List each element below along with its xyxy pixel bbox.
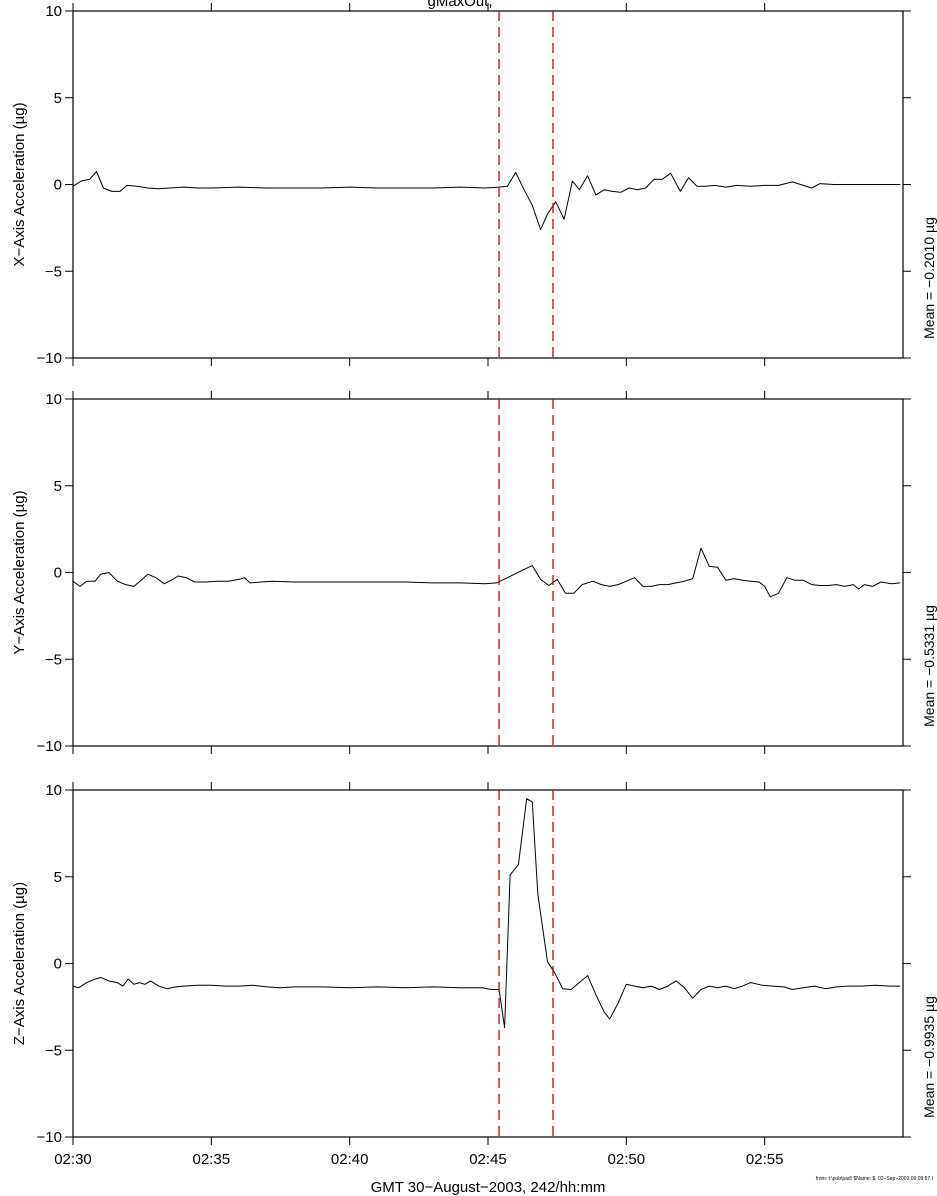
x-axis-plot-frame	[72, 10, 904, 359]
y-tick-label: −10	[37, 1129, 62, 1146]
y-axis-event-markers	[498, 399, 554, 746]
x-tick-label: 02:30	[54, 1151, 92, 1168]
x-axis-y-ticks: −10 −5 0 5 10	[37, 3, 911, 367]
x-tick-label: 02:40	[331, 1151, 369, 1168]
y-tick-label: −10	[37, 350, 62, 367]
z-axis-x-ticks	[72, 782, 766, 1145]
y-tick-label: −5	[45, 263, 62, 280]
footer-note: from: t:\pub\pad\ $Name: $, 02−Sep−2003,…	[816, 1176, 933, 1182]
x-axis-y-label: X−Axis Acceleration (µg)	[11, 102, 28, 266]
x-tick-label: 02:35	[193, 1151, 231, 1168]
y-tick-label: 0	[54, 956, 62, 973]
y-axis-x-ticks	[72, 391, 766, 754]
top-partial-title: gMaxOut,	[427, 0, 492, 10]
x-axis-event-markers	[498, 11, 554, 358]
x-tick-label: 02:45	[469, 1151, 507, 1168]
x-axis-x-ticks	[72, 3, 766, 366]
y-axis-mean-label: Mean = −0.5331 µg	[921, 605, 937, 727]
z-axis-event-markers	[498, 790, 554, 1137]
y-tick-label: 0	[54, 177, 62, 194]
y-tick-label: −5	[45, 1042, 62, 1059]
y-tick-label: −10	[37, 738, 62, 755]
y-axis-plot-frame	[72, 398, 904, 747]
z-axis-panel: −10 −5 0 5 10 Z−Axis Acceleration (µg) Mean …	[11, 782, 937, 1146]
y-axis-panel: −10 −5 0 5 10 Y−Axis Acceleration (µg) Mean …	[11, 391, 937, 755]
x-axis-panel: −10 −5 0 5 10 X−Axis Acceleration (µg) Mean …	[11, 3, 937, 367]
x-tick-label: 02:50	[608, 1151, 646, 1168]
y-axis-acceleration-trace	[72, 547, 901, 598]
x-tick-label: 02:55	[746, 1151, 784, 1168]
z-axis-y-ticks: −10 −5 0 5 10	[37, 782, 911, 1146]
y-tick-label: 0	[54, 565, 62, 582]
y-tick-label: 5	[54, 478, 62, 495]
y-tick-label: 10	[45, 782, 62, 799]
y-tick-label: 10	[45, 391, 62, 408]
y-tick-label: 5	[54, 90, 62, 107]
z-axis-acceleration-trace	[72, 798, 901, 1029]
y-tick-label: −5	[45, 651, 62, 668]
y-tick-label: 5	[54, 869, 62, 886]
x-axis-label: GMT 30−August−2003, 242/hh:mm	[371, 1179, 606, 1196]
y-axis-y-label: Y−Axis Acceleration (µg)	[11, 490, 28, 654]
z-axis-plot-frame	[72, 789, 904, 1138]
z-axis-mean-label: Mean = −0.9935 µg	[921, 996, 937, 1118]
z-axis-y-label: Z−Axis Acceleration (µg)	[11, 882, 28, 1045]
y-tick-label: 10	[45, 3, 62, 20]
y-axis-y-ticks: −10 −5 0 5 10	[37, 391, 911, 755]
x-axis-acceleration-trace	[72, 171, 901, 231]
x-axis-mean-label: Mean = −0.2010 µg	[921, 217, 937, 339]
x-tick-labels: 02:30 02:35 02:40 02:45 02:50 02:55	[54, 1151, 783, 1168]
